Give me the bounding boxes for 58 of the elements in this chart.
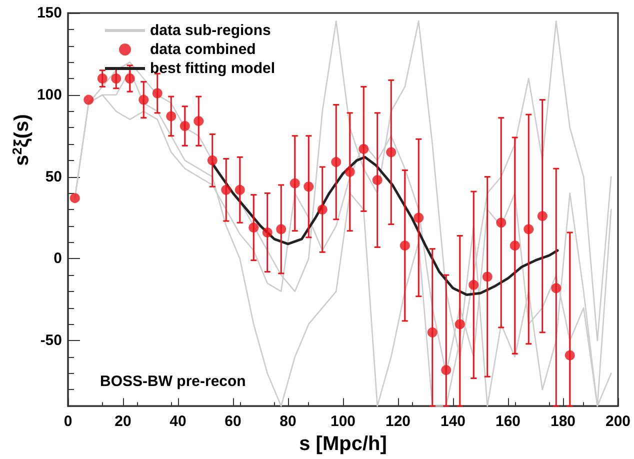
point — [386, 147, 396, 158]
point — [290, 178, 300, 188]
point — [524, 224, 534, 234]
legend-label: data combined — [150, 41, 256, 58]
point — [97, 74, 108, 84]
point — [564, 350, 575, 360]
x-tick-label: 120 — [385, 413, 411, 430]
point — [372, 175, 382, 186]
point — [207, 155, 218, 166]
point — [194, 116, 204, 126]
y-axis-title: s2ξ(s) — [10, 114, 33, 166]
annotation: BOSS-BW pre-recon — [100, 373, 246, 390]
point — [276, 224, 286, 234]
x-tick-label: 80 — [280, 413, 296, 430]
point — [84, 94, 94, 105]
x-tick-label: 60 — [224, 413, 242, 430]
point — [400, 240, 410, 251]
point — [221, 184, 232, 195]
point — [331, 157, 342, 168]
point — [248, 222, 259, 233]
x-axis-title: s [Mpc/h] — [299, 433, 387, 455]
point — [468, 280, 479, 290]
point — [482, 272, 492, 282]
y-tick-label: 0 — [54, 250, 62, 268]
point — [138, 94, 149, 105]
point — [427, 327, 438, 338]
x-tick-label: 20 — [114, 413, 132, 430]
point — [111, 74, 122, 84]
point — [551, 283, 562, 294]
y-tick-label: 50 — [45, 168, 62, 186]
point — [414, 212, 424, 223]
point — [344, 166, 355, 177]
point — [358, 144, 369, 154]
y-tick-label: 100 — [36, 86, 62, 104]
point — [441, 365, 452, 376]
x-tick-label: 140 — [440, 413, 466, 430]
legend-label: best fitting model — [150, 60, 275, 77]
point — [166, 111, 176, 122]
x-tick-label: 160 — [495, 413, 521, 430]
x-tick-label: 100 — [330, 413, 356, 430]
point — [70, 193, 80, 204]
point — [124, 74, 135, 84]
point — [454, 319, 465, 330]
point — [234, 184, 245, 195]
point — [152, 88, 162, 98]
point — [180, 121, 190, 132]
legend-label: data sub-regions — [150, 22, 271, 39]
y-tick-label: -50 — [40, 332, 62, 350]
y-tick-label: 150 — [36, 4, 62, 22]
x-tick-label: 180 — [550, 413, 576, 430]
point — [304, 182, 314, 192]
point — [510, 240, 520, 251]
point — [496, 218, 506, 228]
x-tick-label: 200 — [605, 413, 631, 430]
point — [537, 211, 548, 222]
point — [262, 227, 272, 238]
x-tick-label: 40 — [170, 413, 186, 430]
point — [317, 204, 328, 215]
